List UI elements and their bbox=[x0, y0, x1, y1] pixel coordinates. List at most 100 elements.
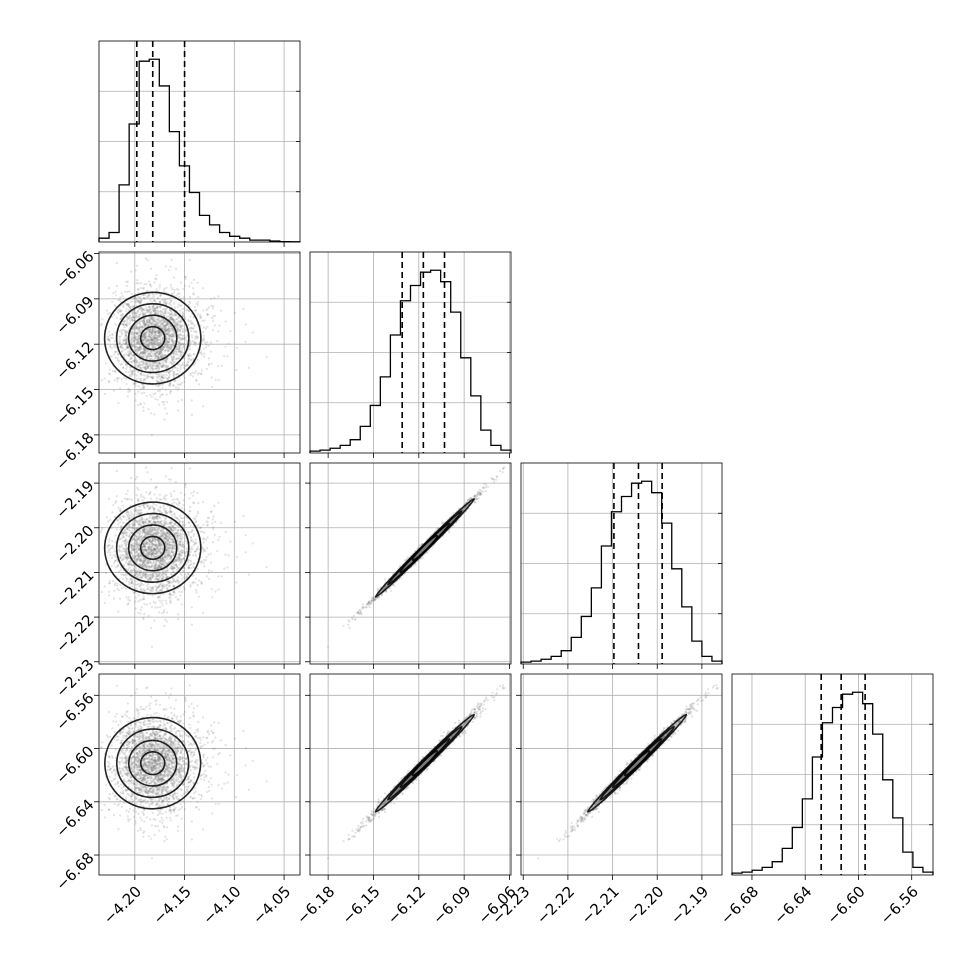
sample-point bbox=[173, 319, 176, 322]
sample-point bbox=[125, 587, 128, 591]
sample-point bbox=[167, 337, 170, 340]
sample-point bbox=[164, 329, 167, 332]
sample-point bbox=[180, 324, 183, 327]
sample-point bbox=[139, 612, 142, 615]
sample-point bbox=[153, 516, 156, 520]
sample-point bbox=[187, 354, 190, 358]
sample-point bbox=[205, 538, 208, 541]
sample-point bbox=[189, 524, 192, 527]
sample-point bbox=[101, 318, 104, 321]
sample-point bbox=[110, 347, 113, 350]
sample-point bbox=[155, 379, 158, 382]
sample-point bbox=[116, 565, 119, 568]
sample-point bbox=[117, 353, 120, 356]
sample-point bbox=[150, 522, 153, 525]
sample-point bbox=[131, 546, 134, 550]
sample-point bbox=[142, 583, 145, 586]
sample-point bbox=[161, 374, 164, 377]
sample-point bbox=[205, 308, 208, 312]
sample-point bbox=[175, 502, 178, 506]
sample-point bbox=[127, 390, 130, 394]
sample-point bbox=[122, 522, 125, 525]
sample-point bbox=[189, 372, 192, 375]
sample-point bbox=[139, 322, 142, 326]
sample-point bbox=[146, 471, 149, 474]
sample-point bbox=[154, 555, 158, 558]
sample-point bbox=[184, 367, 187, 370]
sample-point bbox=[148, 546, 151, 549]
sample-point bbox=[134, 384, 137, 387]
sample-point bbox=[194, 337, 197, 340]
sample-point bbox=[107, 338, 110, 341]
sample-point bbox=[163, 609, 166, 612]
sample-point bbox=[178, 370, 181, 373]
sample-point bbox=[124, 342, 127, 346]
sample-point bbox=[190, 399, 193, 402]
sample-point bbox=[217, 378, 220, 381]
sample-point bbox=[113, 313, 116, 316]
sample-point bbox=[153, 364, 156, 367]
sample-point bbox=[161, 401, 164, 404]
sample-point bbox=[177, 343, 180, 346]
sample-point bbox=[163, 624, 166, 628]
sample-point bbox=[170, 495, 173, 498]
sample-point bbox=[110, 556, 113, 560]
sample-point bbox=[146, 505, 150, 508]
sample-point bbox=[203, 339, 206, 342]
sample-point bbox=[166, 350, 170, 353]
sample-point bbox=[146, 319, 149, 322]
sample-point bbox=[139, 530, 142, 533]
sample-point bbox=[192, 534, 195, 538]
sample-point bbox=[150, 478, 153, 481]
sample-point bbox=[204, 346, 207, 349]
sample-point bbox=[123, 290, 127, 293]
sample-point bbox=[200, 369, 204, 372]
sample-point bbox=[195, 541, 198, 545]
sample-point bbox=[162, 497, 165, 500]
sample-point bbox=[117, 570, 121, 573]
sample-point bbox=[156, 296, 160, 299]
sample-point bbox=[229, 330, 232, 333]
sample-point bbox=[136, 374, 139, 377]
sample-point bbox=[172, 356, 175, 359]
sample-point bbox=[124, 334, 128, 337]
sample-point bbox=[164, 298, 167, 301]
sample-point bbox=[172, 593, 175, 597]
sample-point bbox=[173, 498, 176, 501]
sample-point bbox=[149, 297, 152, 300]
sample-point bbox=[202, 501, 205, 504]
sample-point bbox=[122, 304, 125, 307]
sample-point bbox=[194, 538, 197, 541]
sample-point bbox=[168, 584, 171, 587]
sample-point bbox=[164, 349, 167, 352]
sample-point bbox=[136, 486, 139, 489]
sample-point bbox=[109, 551, 112, 554]
sample-point bbox=[159, 388, 162, 391]
sample-point bbox=[114, 346, 117, 349]
sample-point bbox=[143, 363, 147, 366]
sample-point bbox=[117, 589, 120, 592]
sample-point bbox=[196, 583, 199, 587]
sample-point bbox=[112, 292, 115, 295]
sample-point bbox=[108, 579, 111, 582]
sample-point bbox=[151, 344, 154, 347]
sample-point bbox=[192, 494, 195, 497]
sample-point bbox=[151, 376, 154, 379]
sample-point bbox=[163, 374, 166, 377]
sample-point bbox=[118, 338, 121, 341]
sample-point bbox=[205, 575, 208, 578]
sample-point bbox=[155, 309, 158, 313]
sample-point bbox=[183, 338, 186, 341]
sample-point bbox=[191, 548, 194, 551]
sample-point bbox=[199, 313, 202, 316]
sample-point bbox=[137, 488, 140, 491]
sample-point bbox=[142, 406, 145, 409]
sample-point bbox=[119, 525, 123, 528]
sample-point bbox=[140, 509, 143, 512]
sample-point bbox=[153, 367, 156, 370]
sample-point bbox=[134, 580, 137, 583]
sample-point bbox=[168, 327, 171, 330]
sample-point bbox=[159, 355, 162, 358]
sample-point bbox=[169, 392, 172, 395]
sample-point bbox=[178, 363, 181, 366]
